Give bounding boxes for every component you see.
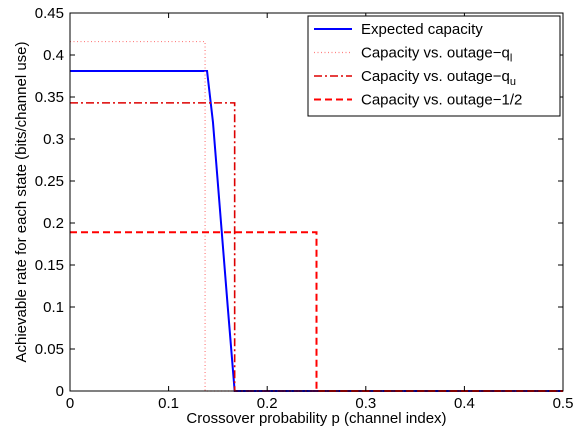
ticks-layer: 0 0.1 0.2 0.3 0.4 0.5 0 0.05 0.1 0.15 0.2 0.25 0.3 0.… xyxy=(35,5,574,412)
x-axis-label: Crossover probability p (channel index) xyxy=(186,410,446,427)
y-tick-label: 0.4 xyxy=(43,47,64,64)
x-tick-label: 0.2 xyxy=(257,395,278,412)
y-tick-label: 0.2 xyxy=(43,215,64,232)
x-tick-label: 0 xyxy=(66,395,74,412)
series-line-3 xyxy=(70,102,563,392)
legend-label-2: Capacity vs. outage−ql xyxy=(361,45,512,65)
y-tick-label: 0.25 xyxy=(35,173,64,190)
y-axis-label: Achievable rate for each state (bits/cha… xyxy=(13,41,30,362)
legend: Expected capacity Capacity vs. outage−ql C… xyxy=(307,15,561,117)
y-tick-label: 0.35 xyxy=(35,89,64,106)
legend-label-4: Capacity vs. outage−1/2 xyxy=(361,92,522,109)
x-tick-label: 0.1 xyxy=(158,395,179,412)
y-tick-label: 0.1 xyxy=(43,299,64,316)
y-tick-label: 0 xyxy=(56,383,64,400)
legend-label-3: Capacity vs. outage−qu xyxy=(361,68,516,88)
x-tick-label: 0.4 xyxy=(454,395,475,412)
x-tick-label: 0.5 xyxy=(553,395,574,412)
y-tick-label: 0.3 xyxy=(43,131,64,148)
legend-label-1: Expected capacity xyxy=(361,21,483,38)
y-tick-label: 0.15 xyxy=(35,257,64,274)
x-tick-label: 0.3 xyxy=(355,395,376,412)
y-tick-label: 0.45 xyxy=(35,5,64,22)
axes-frame xyxy=(69,12,564,392)
y-tick-label: 0.05 xyxy=(35,341,64,358)
